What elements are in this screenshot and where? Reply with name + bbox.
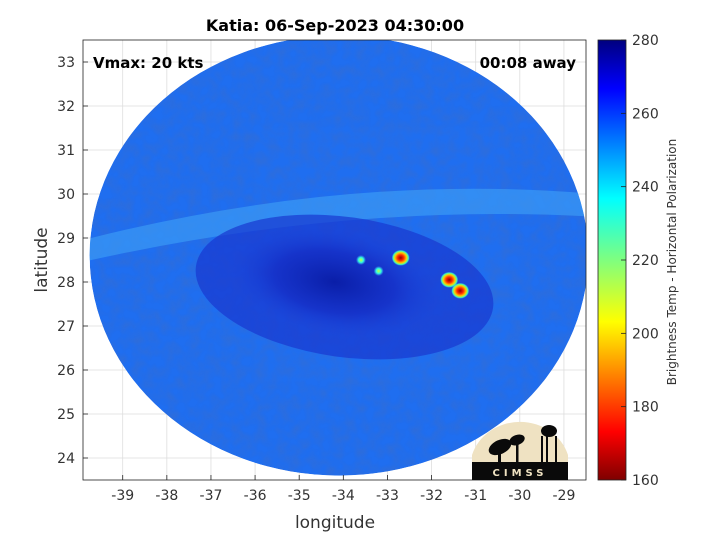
cold-cell-2 — [440, 271, 459, 288]
colorbar-tick-label: 160 — [632, 473, 659, 489]
y-tick-label: 31 — [57, 143, 75, 159]
plot-frame — [82, 39, 587, 481]
y-tick-label: 32 — [57, 99, 75, 115]
y-tick-label: 30 — [57, 187, 75, 203]
storm-core — [225, 224, 444, 340]
y-axis-label: latitude — [32, 227, 52, 292]
y-tick-label: 33 — [57, 55, 75, 71]
cold-cell-4 — [355, 255, 366, 265]
time-away-annotation: 00:08 away — [480, 54, 577, 72]
colorbar-ticks: 160 180 200 220 240 260 280 — [621, 33, 659, 489]
cimss-logo-text: CIMSS — [493, 468, 548, 479]
y-tick-label: 24 — [57, 451, 75, 467]
swath-image — [89, 40, 586, 476]
colorbar-tick-label: 200 — [632, 326, 659, 342]
cold-cell-3 — [451, 282, 470, 299]
cimss-logo: CIMSS — [472, 421, 568, 480]
y-tick-label: 25 — [57, 407, 75, 423]
x-tick-label: -30 — [508, 488, 531, 504]
colorbar-tick-label: 220 — [632, 253, 659, 269]
colorbar-tick-label: 180 — [632, 400, 659, 416]
x-tick-label: -36 — [244, 488, 267, 504]
x-tick-label: -35 — [288, 488, 311, 504]
x-tick-label: -33 — [376, 488, 399, 504]
y-axis: 24 25 26 27 28 29 30 31 32 33 — [57, 55, 88, 467]
y-tick-label: 26 — [57, 363, 75, 379]
vmax-annotation: Vmax: 20 kts — [93, 54, 203, 72]
colorbar-label: Brightness Temp - Horizontal Polarizatio… — [665, 139, 679, 386]
x-axis: -39 -38 -37 -36 -35 -34 -33 -32 -31 -30 -29 — [111, 475, 575, 504]
y-tick-label: 29 — [57, 231, 75, 247]
colorbar-tick-label: 240 — [632, 180, 659, 196]
x-tick-label: -29 — [553, 488, 576, 504]
x-tick-label: -34 — [332, 488, 355, 504]
warm-band — [89, 188, 586, 261]
cold-cell-5 — [373, 266, 384, 276]
chart-title: Katia: 06-Sep-2023 04:30:00 — [206, 16, 464, 35]
y-tick-label: 27 — [57, 319, 75, 335]
x-tick-label: -32 — [420, 488, 443, 504]
x-axis-label: longitude — [295, 513, 375, 533]
y-tick-label: 28 — [57, 275, 75, 291]
x-tick-label: -37 — [200, 488, 223, 504]
x-tick-label: -39 — [111, 488, 134, 504]
colorbar-tick-label: 280 — [632, 33, 659, 49]
cold-cell-1 — [391, 249, 410, 266]
x-tick-label: -31 — [464, 488, 487, 504]
cold-cells — [355, 249, 470, 299]
colorbar-tick-label: 260 — [632, 106, 659, 122]
x-tick-label: -38 — [155, 488, 178, 504]
